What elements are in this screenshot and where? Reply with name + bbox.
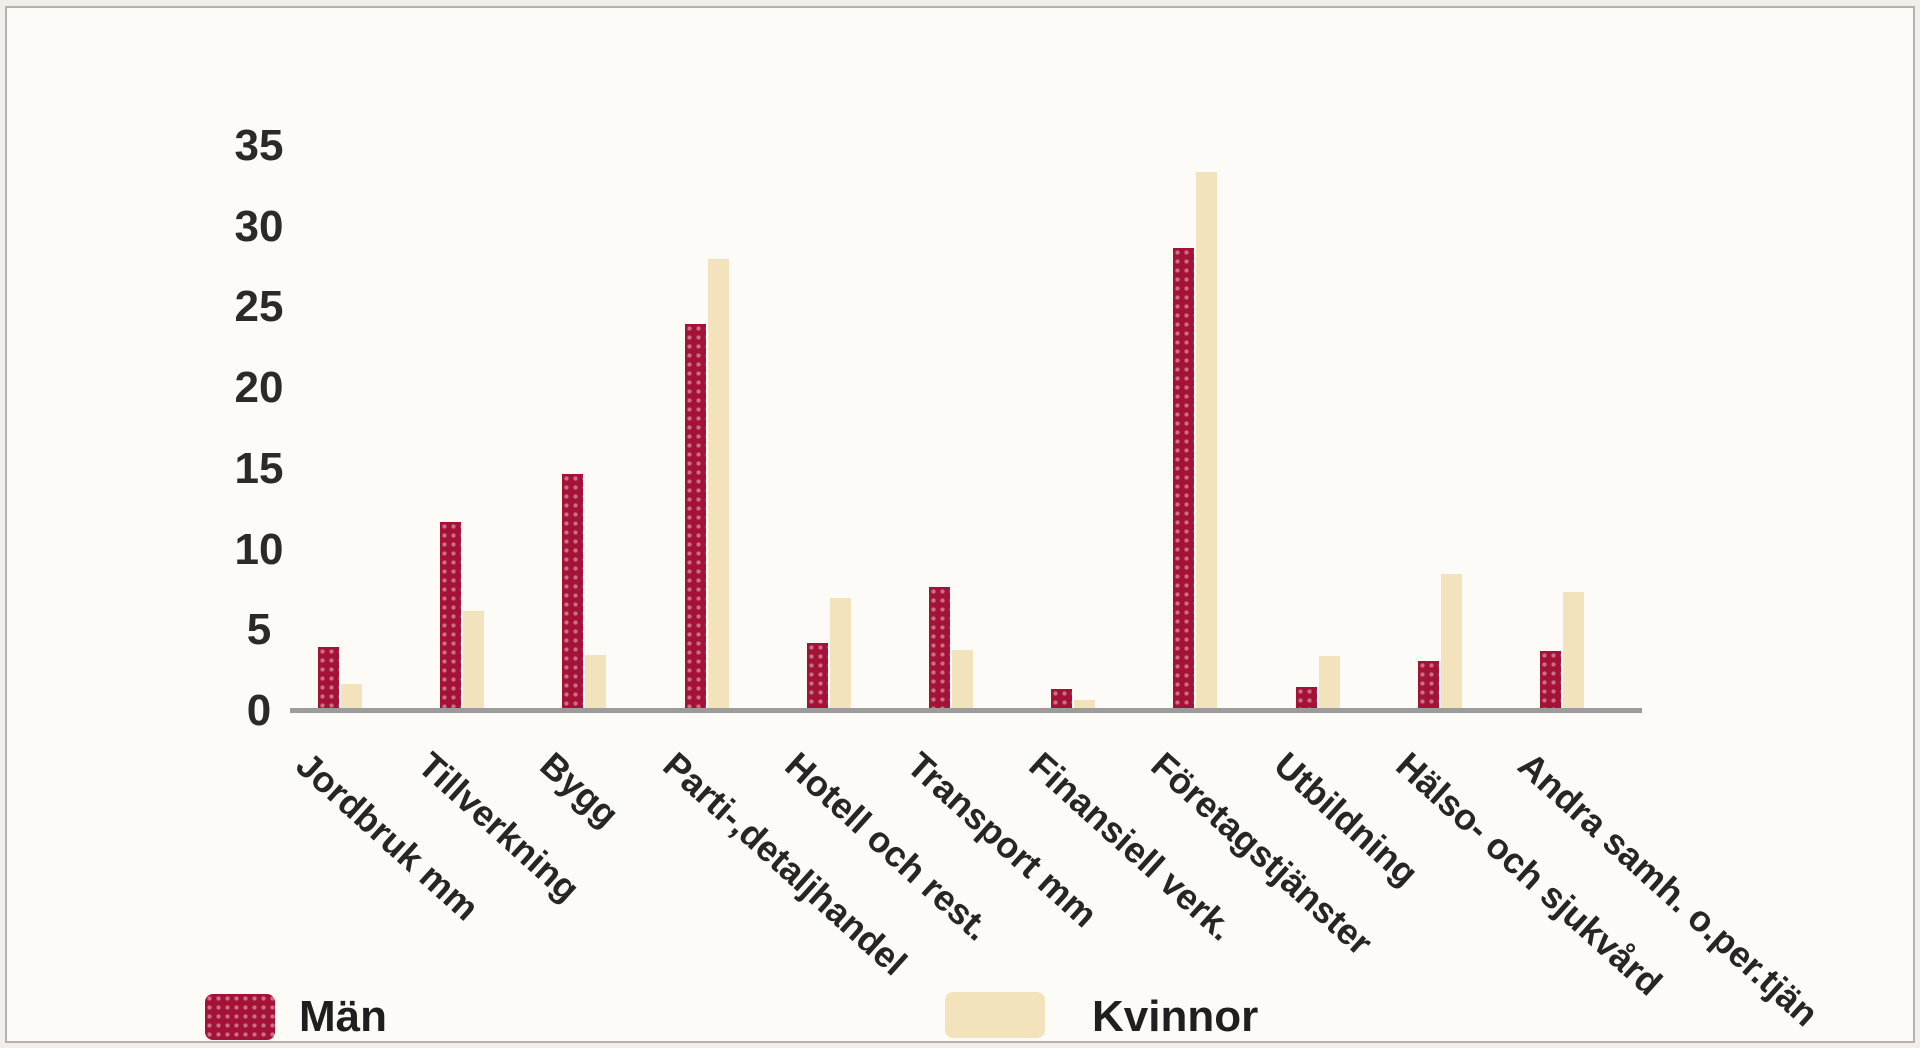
y-tick-label-30: 30 bbox=[234, 201, 284, 251]
x-axis-line bbox=[290, 708, 1642, 713]
legend: Män Kvinnor bbox=[7, 988, 1913, 1041]
bar-man-2 bbox=[562, 474, 584, 708]
bar-kvinnor-5 bbox=[952, 650, 973, 708]
x-category-label-6: Finansiell verk. bbox=[1021, 744, 1243, 949]
y-tick-label-20: 20 bbox=[234, 363, 284, 413]
bar-kvinnor-8 bbox=[1318, 656, 1340, 708]
bar-man-6 bbox=[1051, 689, 1073, 708]
bar-kvinnor-0 bbox=[341, 684, 362, 708]
bar-kvinnor-10 bbox=[1563, 592, 1584, 708]
y-tick-label-10: 10 bbox=[234, 524, 284, 574]
y-tick-label-35: 35 bbox=[234, 121, 284, 170]
y-tick-label-0: 0 bbox=[246, 686, 272, 735]
y-tick-label-15: 15 bbox=[234, 443, 284, 493]
legend-swatch-man bbox=[205, 994, 275, 1040]
y-tick-label-5: 5 bbox=[246, 605, 272, 655]
x-category-label-2: Bygg bbox=[532, 744, 628, 835]
legend-label-man: Män bbox=[299, 992, 387, 1041]
chart-frame: 0 5 10 15 20 25 30 35 Jordbruk mm Tillverkning By… bbox=[5, 6, 1915, 1043]
bar-kvinnor-7 bbox=[1196, 172, 1218, 708]
bar-man-8 bbox=[1295, 687, 1317, 708]
bar-man-4 bbox=[806, 643, 828, 708]
bar-man-10 bbox=[1540, 651, 1561, 708]
bar-man-7 bbox=[1173, 248, 1195, 708]
bar-man-9 bbox=[1417, 661, 1439, 708]
bar-kvinnor-3 bbox=[707, 259, 729, 708]
x-category-label-4: Hotell och rest. bbox=[777, 744, 999, 949]
y-tick-label-25: 25 bbox=[234, 282, 284, 332]
bar-kvinnor-1 bbox=[463, 611, 485, 708]
bar-man-1 bbox=[440, 522, 462, 708]
bar-kvinnor-2 bbox=[585, 655, 607, 708]
legend-label-kvinnor: Kvinnor bbox=[1092, 992, 1259, 1041]
bar-man-3 bbox=[684, 324, 706, 708]
bar-kvinnor-6 bbox=[1074, 700, 1096, 708]
legend-swatch-kvinnor bbox=[945, 992, 1045, 1038]
x-category-label-7: Företagstjänster bbox=[1143, 744, 1382, 964]
bar-man-0 bbox=[318, 647, 339, 708]
bar-man-5 bbox=[929, 587, 950, 708]
bar-kvinnor-9 bbox=[1440, 574, 1462, 708]
bar-kvinnor-4 bbox=[829, 598, 851, 708]
